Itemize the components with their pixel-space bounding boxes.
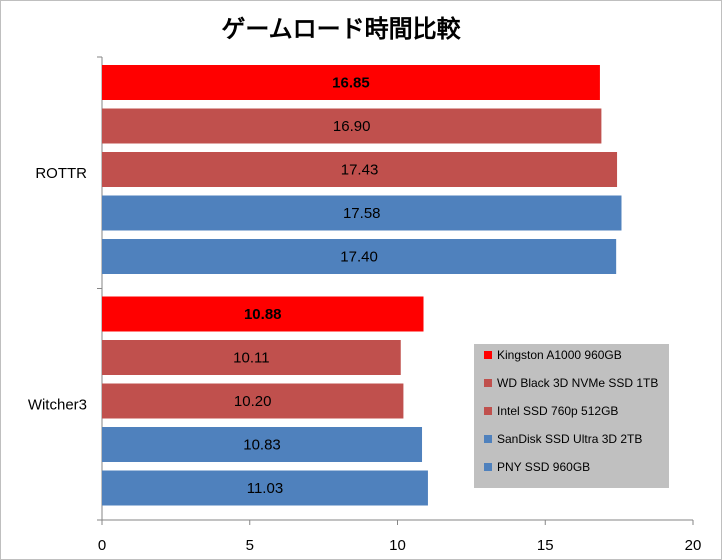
legend-swatch xyxy=(484,379,492,387)
data-label: 10.88 xyxy=(244,306,282,323)
data-label: 11.03 xyxy=(247,480,283,497)
x-tick-label: 5 xyxy=(246,537,254,554)
x-tick-label: 10 xyxy=(389,537,406,554)
legend: Kingston A1000 960GB WD Black 3D NVMe SSD… xyxy=(474,344,669,488)
legend-entry: PNY SSD 960GB xyxy=(497,460,590,474)
data-label: 16.85 xyxy=(332,75,370,92)
legend-entry: SanDisk SSD Ultra 3D 2TB xyxy=(497,432,642,446)
legend-entry: WD Black 3D NVMe SSD 1TB xyxy=(497,376,658,390)
chart-title: ゲームロード時間比較 xyxy=(221,15,461,43)
data-label: 10.11 xyxy=(233,350,269,367)
legend-swatch xyxy=(484,351,492,359)
bar xyxy=(102,340,401,375)
plot-area: 0 5 10 15 20 ROTTR 16.85 16.90 17.43 17.58 17.40 Wi… xyxy=(28,56,702,554)
legend-entry: Intel SSD 760p 512GB xyxy=(497,404,618,418)
bar xyxy=(102,296,424,332)
x-tick-label: 0 xyxy=(98,537,106,554)
category-label: Witcher3 xyxy=(28,396,87,413)
bar xyxy=(102,239,617,274)
bar xyxy=(102,383,404,419)
bar xyxy=(102,65,600,100)
x-tick-label: 20 xyxy=(685,537,702,554)
data-label: 16.90 xyxy=(333,118,371,135)
legend-box xyxy=(474,344,669,488)
bar xyxy=(102,470,428,506)
legend-swatch xyxy=(484,435,492,443)
data-label: 17.40 xyxy=(340,249,378,266)
bar xyxy=(102,152,618,187)
data-label: 17.43 xyxy=(341,162,379,179)
category-label: ROTTR xyxy=(35,165,87,182)
legend-swatch xyxy=(484,463,492,471)
bar xyxy=(102,427,423,462)
legend-swatch xyxy=(484,407,492,415)
bar xyxy=(102,195,622,231)
x-tick-label: 15 xyxy=(537,537,554,554)
legend-entry: Kingston A1000 960GB xyxy=(497,348,622,362)
data-label: 10.83 xyxy=(243,437,281,454)
data-label: 10.20 xyxy=(234,393,272,410)
bar xyxy=(102,108,602,144)
data-label: 17.58 xyxy=(343,205,381,222)
